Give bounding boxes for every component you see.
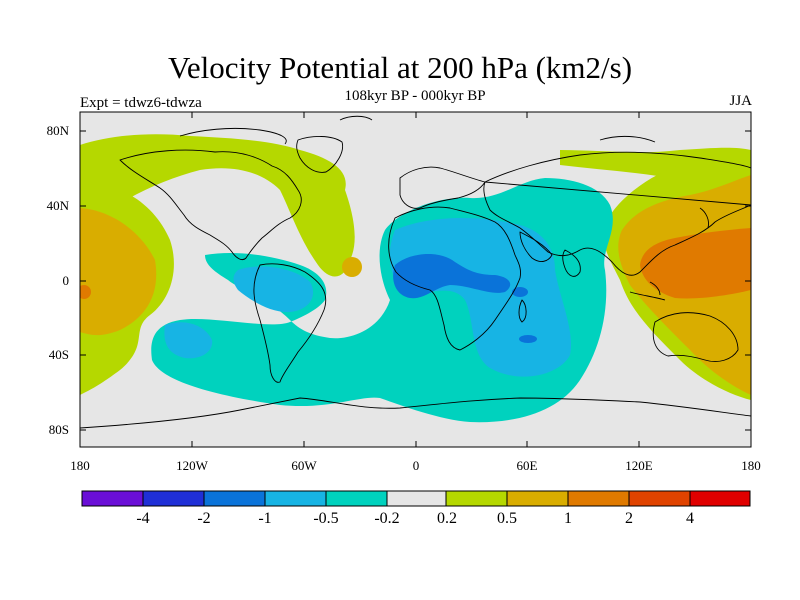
colorbar-label-6: 0.2 (437, 510, 457, 527)
season-label: JJA (729, 93, 752, 109)
colorbar-label-7: 0.5 (497, 510, 517, 527)
colorbar-label-9: 2 (625, 510, 633, 527)
colorbar-label-10: 4 (686, 510, 694, 527)
colorbar (81, 490, 751, 507)
contour-arctic (80, 134, 355, 277)
colorbar-label-4: -0.5 (313, 510, 339, 527)
colorbar-box-3 (203, 490, 266, 507)
contour-asia-core (640, 228, 751, 299)
colorbar-box-10 (628, 490, 691, 507)
colorbar-label-2: -2 (197, 510, 211, 527)
coastline-madagascar (518, 299, 527, 323)
lon-label-180-right: 180 (741, 458, 761, 473)
colorbar-box-5 (325, 490, 388, 507)
contour-deep-africa (393, 254, 511, 299)
axis-ticks (80, 112, 751, 447)
colorbar-label-5: -0.2 (374, 510, 400, 527)
lat-label-80n: 80N (46, 123, 69, 138)
lon-label-60e: 60E (516, 458, 538, 473)
colorbar-box-2 (142, 490, 205, 507)
contour-atlantic-spot (342, 257, 362, 277)
coastline-japan (699, 207, 709, 229)
colorbar-box-7 (445, 490, 508, 507)
period-subtitle: 108kyr BP - 000kyr BP (344, 88, 486, 104)
colorbar-label-1: -4 (136, 510, 150, 527)
coastlines (80, 115, 751, 429)
page-title: Velocity Potential at 200 hPa (km2/s) (167, 50, 633, 85)
coastline-arabia (519, 231, 553, 262)
colorbar-label-8: 1 (564, 510, 572, 527)
coastline-europe (399, 166, 486, 209)
colorbar-box-1 (81, 490, 144, 507)
contour-deep-indian (519, 335, 537, 343)
map-field (80, 112, 751, 447)
coastline-greenland (296, 136, 344, 173)
contour-pacific-west-core (80, 285, 91, 299)
coastline-south-america (253, 263, 327, 383)
contour-cyan-spot (558, 277, 568, 283)
contour-blue-samerica (233, 266, 314, 313)
coastline-north-america (119, 149, 302, 261)
coastline-antarctica (80, 397, 751, 429)
coastline-australia (652, 312, 739, 362)
colorbar-box-4 (264, 490, 327, 507)
contour-deep-madagascar (512, 287, 528, 297)
lon-label-120e: 120E (625, 458, 653, 473)
coastline-arctic-islands (179, 115, 656, 145)
coastline-asia (483, 151, 751, 276)
experiment-label: Expt = tdwz6-tdwza (80, 95, 202, 111)
lon-label-120w: 120W (176, 458, 208, 473)
colorbar-label-3: -1 (258, 510, 272, 527)
lat-label-0: 0 (62, 273, 70, 288)
lon-label-60w: 60W (291, 458, 317, 473)
contour-blue-spacific (164, 322, 213, 359)
coastline-africa (388, 206, 521, 351)
contour-pacific-west-orange (80, 208, 157, 336)
colorbar-box-11 (689, 490, 751, 507)
lat-label-40n: 40N (46, 198, 69, 213)
coastline-indonesia (629, 281, 666, 301)
colorbar-box-9 (567, 490, 630, 507)
colorbar-box-8 (506, 490, 569, 507)
coastline-india (562, 249, 581, 277)
colorbar-box-6 (386, 490, 447, 507)
lon-label-180-left: 180 (70, 458, 90, 473)
lon-label-0: 0 (412, 458, 420, 473)
lat-label-40s: 40S (48, 347, 69, 362)
lat-label-80s: 80S (48, 422, 69, 437)
